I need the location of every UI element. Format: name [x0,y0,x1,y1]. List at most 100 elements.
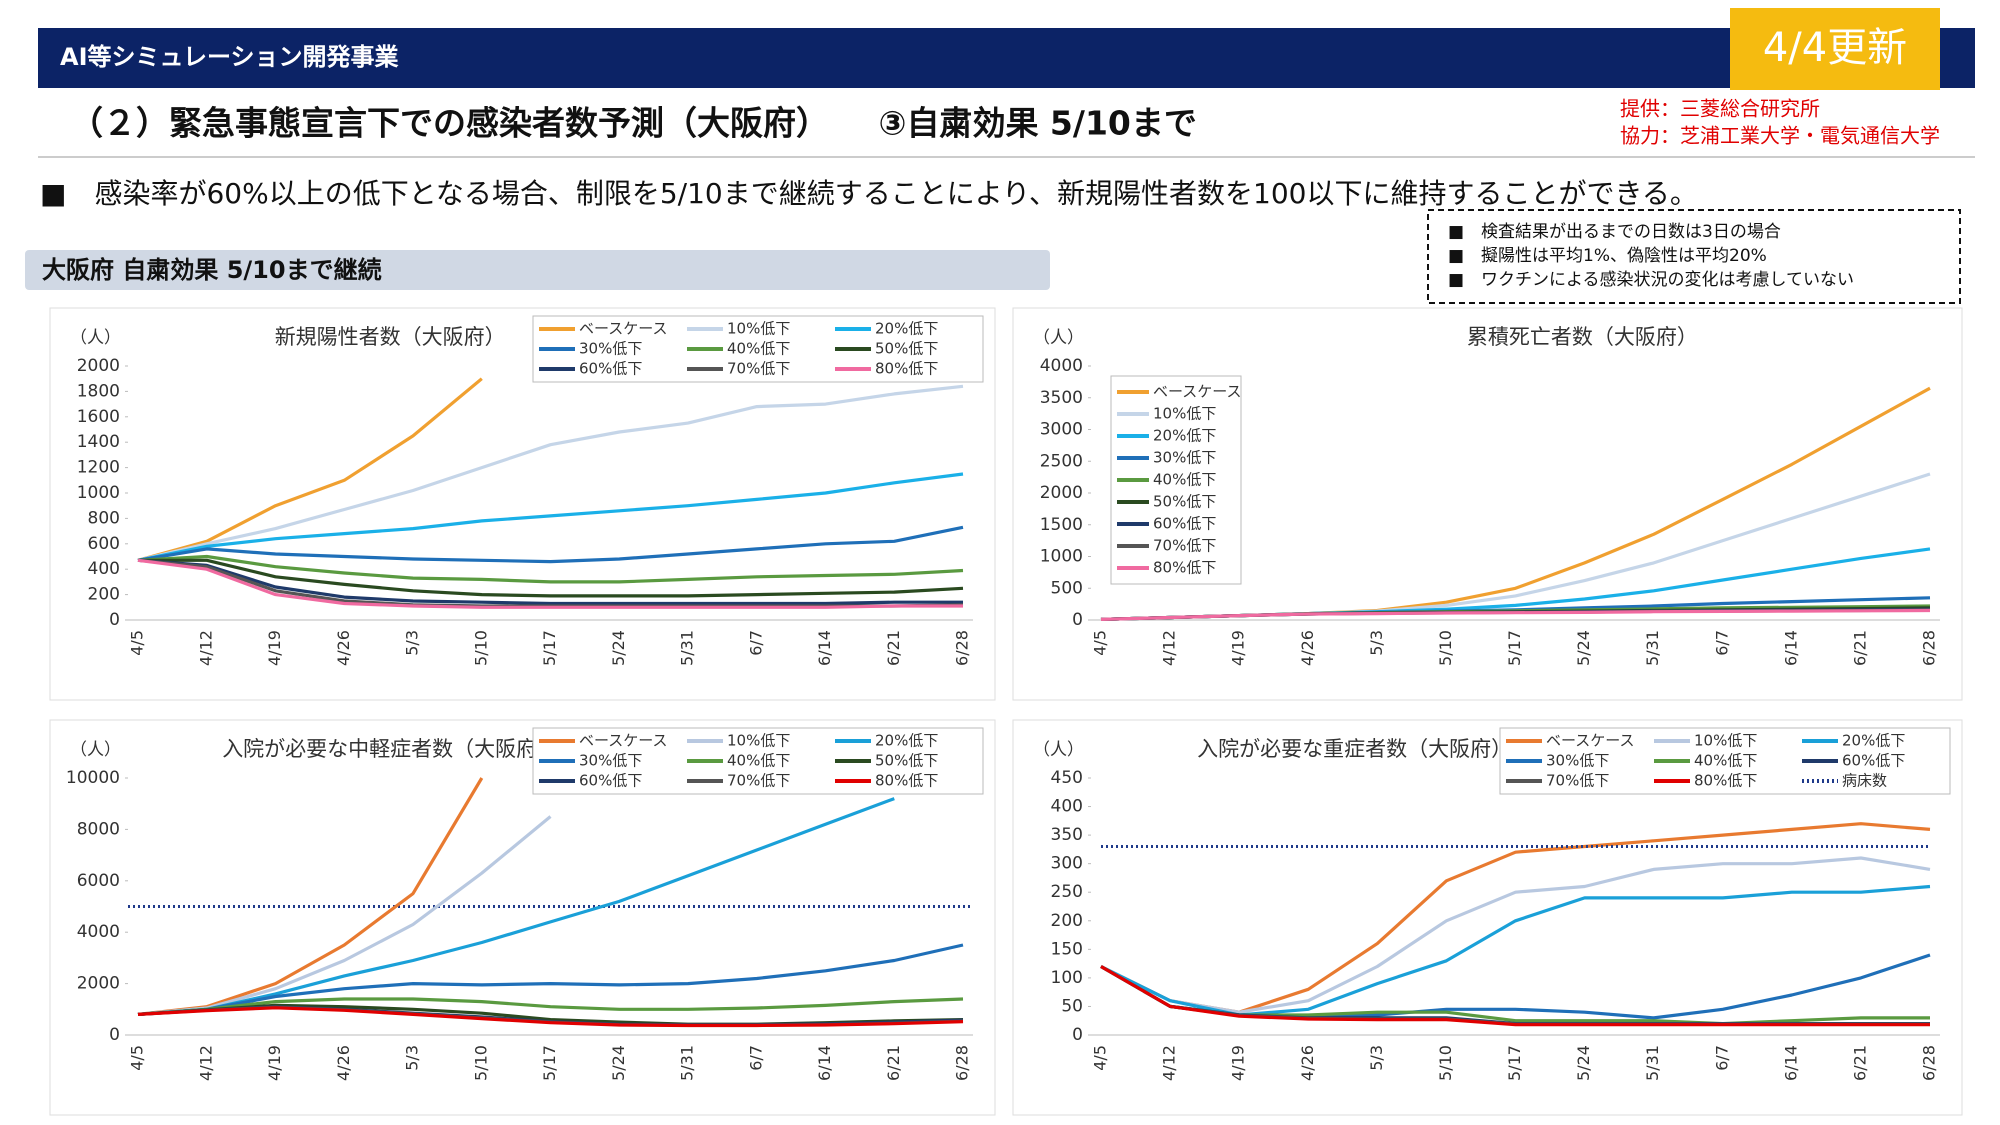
x-tick-label: 4/26 [334,630,353,666]
series-line [137,558,963,609]
y-tick-label: 350 [1051,825,1083,845]
x-tick-label: 6/28 [953,1045,972,1081]
legend-box [532,315,984,383]
x-tick-label: 4/12 [1160,630,1179,666]
section: AI等シミュレーション開発事業 [60,43,399,71]
x-tick-label: 6/28 [1920,630,1939,666]
x-tick-label: 5/10 [471,630,490,666]
legend-label: 80%低下 [1694,772,1757,790]
legend-box [532,727,984,795]
y-tick-label: 10000 [66,768,120,788]
series-line [137,384,964,562]
legend-label: 80%低下 [875,772,938,790]
x-tick-label: 5/31 [1643,1045,1662,1081]
y-tick-label: 200 [1051,911,1083,931]
y-tick-label: 400 [1051,797,1083,817]
y-tick-label: 6000 [77,871,120,891]
y-tick-label: 250 [1051,882,1083,902]
chart-title: 累積死亡者数（大阪府） [1467,325,1698,349]
x-tick-label: 5/24 [609,630,628,666]
y-tick-label: 0 [109,1025,120,1045]
y-tick-label: 600 [88,534,120,554]
legend-label: ベースケース [579,320,668,338]
y-tick-label: 1600 [77,407,120,427]
x-tick-label: 6/14 [815,1045,834,1081]
legend-label: 30%低下 [579,340,642,358]
chart-title: 新規陽性者数（大阪府） [275,325,506,349]
legend-label: 60%低下 [1153,515,1216,533]
y-tick-label: 0 [1072,1025,1083,1045]
x-tick-label: 4/5 [128,630,147,656]
legend-label: 70%低下 [1153,537,1216,555]
y-tick-label: 1200 [77,458,120,478]
banner-box [25,250,1050,290]
y-tick-label: 2000 [77,356,120,376]
legend-label: 10%低下 [1153,405,1216,423]
x-tick-label: 6/28 [1920,1045,1939,1081]
note: ■ 検査結果が出るまでの日数は3日の場合 [1448,222,1781,242]
legend-label: 60%低下 [579,360,642,378]
y-tick-label: 1000 [77,483,120,503]
legend-label: 40%低下 [727,340,790,358]
legend-box [1499,727,1951,795]
note: ■ 擬陽性は平均1%、偽陰性は平均20% [1448,246,1767,266]
x-tick-label: 4/12 [196,1045,215,1081]
banner: 大阪府 自粛効果 5/10まで継続 [42,256,382,284]
series-line [137,797,895,1016]
x-tick-label: 6/7 [1712,1045,1731,1071]
x-tick-label: 6/7 [1712,630,1731,656]
chart-title: 入院が必要な中軽症者数（大阪府） [222,737,558,761]
series-line [1100,608,1931,621]
x-tick-label: 4/5 [128,1045,147,1071]
header-bar [38,28,1975,88]
chart-title: 入院が必要な重症者数（大阪府） [1197,737,1512,761]
legend-label: ベースケース [1153,383,1242,401]
series-line [137,525,964,564]
title: （２）緊急事態宣言下での感染者数予測（大阪府） ③自粛効果 5/10まで [70,104,1197,143]
x-tick-label: 6/14 [1781,1045,1800,1081]
credit: 協力：芝浦工業大学・電気通信大学 [1620,124,1940,148]
x-tick-label: 5/17 [1505,1045,1524,1081]
legend-label: 20%低下 [875,320,938,338]
x-tick-label: 5/17 [540,630,559,666]
series-line [137,997,964,1016]
bullet: ■ 感染率が60%以上の低下となる場合、制限を5/10まで継続することにより、新… [40,177,1698,210]
legend-label: 30%低下 [1546,752,1609,770]
x-tick-label: 5/17 [1505,630,1524,666]
series-line [1100,965,1930,1027]
legend-label: 50%低下 [875,340,938,358]
legend-label: 30%低下 [1153,449,1216,467]
x-tick-label: 4/19 [1229,630,1248,666]
y-tick-label: 400 [88,559,120,579]
legend-label: 20%低下 [1842,732,1905,750]
series-line [137,558,963,606]
x-tick-label: 5/3 [403,1045,422,1071]
series-line [137,943,964,1016]
y-tick-label: 1400 [77,432,120,452]
y-tick-label: 1800 [77,381,120,401]
y-tick-label: 500 [1051,578,1083,598]
legend-label: 80%低下 [1153,559,1216,577]
unit: （人） [70,328,121,348]
legend-label: 50%低下 [875,752,938,770]
legend-label: 60%低下 [1842,752,1905,770]
x-tick-label: 4/19 [1229,1045,1248,1081]
y-tick-label: 0 [1072,610,1083,630]
y-tick-label: 2500 [1040,451,1083,471]
x-tick-label: 6/28 [953,630,972,666]
x-tick-label: 6/7 [746,1045,765,1071]
x-tick-label: 5/17 [540,1045,559,1081]
y-tick-label: 2000 [1040,483,1083,503]
x-tick-label: 5/10 [471,1045,490,1081]
y-tick-label: 8000 [77,819,120,839]
y-tick-label: 200 [88,585,120,605]
x-tick-label: 4/12 [1160,1045,1179,1081]
y-tick-label: 4000 [77,922,120,942]
x-tick-label: 6/7 [746,630,765,656]
unit: （人） [1033,328,1084,348]
y-tick-label: 1500 [1040,515,1083,535]
legend-label: ベースケース [579,732,668,750]
series-line [137,554,964,584]
y-tick-label: 800 [88,508,120,528]
y-tick-label: 2000 [77,974,120,994]
